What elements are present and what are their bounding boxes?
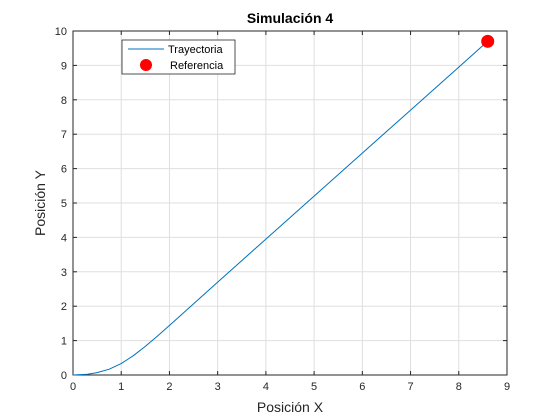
y-tick-label: 8 [61, 95, 67, 107]
reference-point-marker [481, 34, 495, 48]
y-tick-label: 2 [61, 301, 67, 313]
x-tick-label: 0 [70, 381, 76, 393]
y-tick-label: 3 [61, 267, 67, 279]
chart-title: Simulación 4 [247, 10, 334, 26]
x-tick-label: 3 [215, 381, 221, 393]
y-tick-label: 4 [61, 232, 67, 244]
x-tick-label: 5 [311, 381, 317, 393]
legend-box [121, 39, 236, 75]
y-tick-label: 1 [61, 336, 67, 348]
y-tick-label: 5 [61, 198, 67, 210]
grid [73, 31, 507, 375]
y-tick-label: 7 [61, 129, 67, 141]
y-tick-label: 10 [55, 26, 67, 38]
ticks: 0 1 2 3 4 5 6 7 8 9 0 1 2 3 4 5 6 7 8 9 10 [55, 26, 510, 393]
y-tick-label: 0 [61, 370, 67, 382]
x-tick-label: 7 [407, 381, 413, 393]
x-tick-label: 6 [359, 381, 365, 393]
legend-label-referencia: Referencia [170, 60, 224, 72]
x-axis-label: Posición X [257, 399, 324, 415]
x-tick-label: 9 [504, 381, 510, 393]
legend-label-trayectoria: Trayectoria [168, 44, 223, 56]
legend: Trayectoria Referencia [121, 39, 236, 75]
x-tick-label: 4 [263, 381, 269, 393]
x-tick-label: 1 [118, 381, 124, 393]
y-axis-label: Posición Y [32, 169, 48, 236]
x-tick-label: 8 [456, 381, 462, 393]
legend-marker-swatch [140, 59, 152, 71]
series-line-trayectoria [72, 40, 489, 376]
x-tick-label: 2 [166, 381, 172, 393]
y-tick-label: 6 [61, 164, 67, 176]
series [72, 34, 495, 376]
y-tick-label: 9 [61, 60, 67, 72]
